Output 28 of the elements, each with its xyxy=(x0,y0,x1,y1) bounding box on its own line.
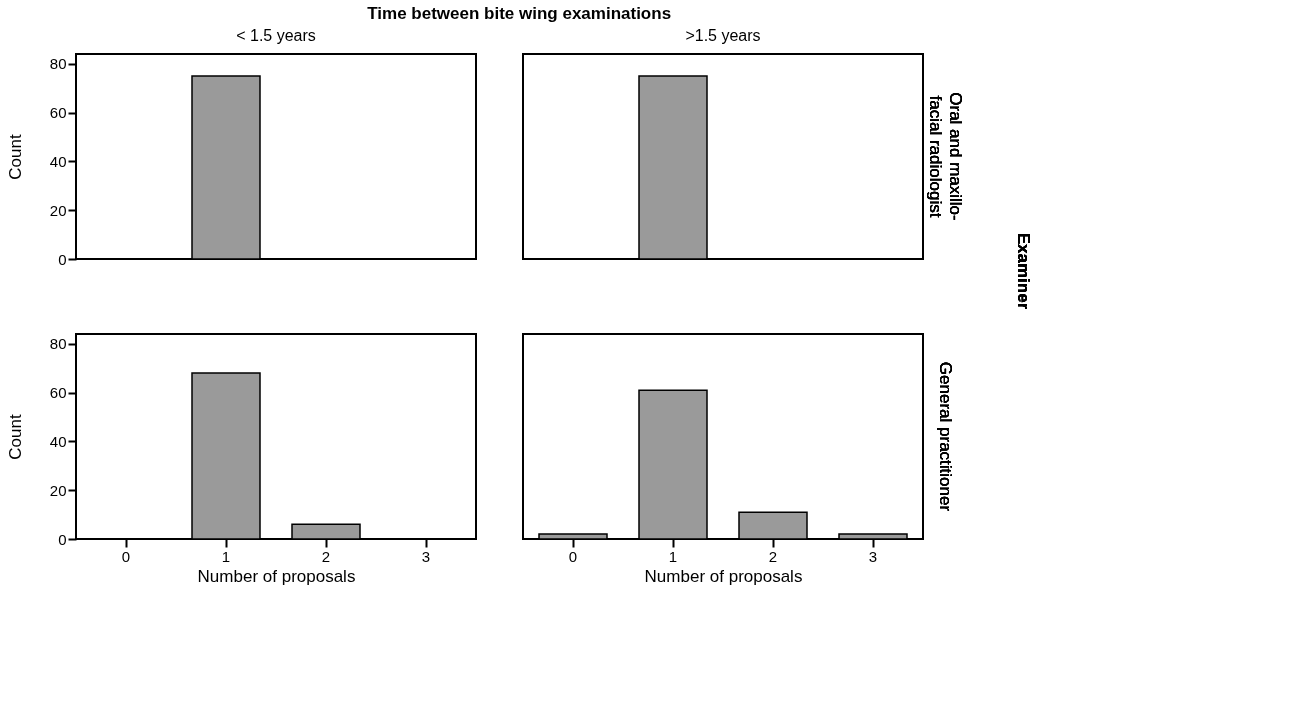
text: Examiner xyxy=(1014,232,1033,310)
y-tick-label: 80 xyxy=(49,335,67,353)
y-axis-title: Count xyxy=(5,134,25,180)
x-axis-title: Number of proposals xyxy=(644,566,803,586)
y-tick-label: 40 xyxy=(49,152,67,170)
y-tick-label: 20 xyxy=(49,201,67,219)
y-tick-label: 40 xyxy=(49,432,67,450)
x-tick-label: 1 xyxy=(221,547,231,565)
x-tick-label: 2 xyxy=(321,547,331,565)
x-tick-label: 3 xyxy=(421,547,431,565)
x-tick-label: 0 xyxy=(121,547,131,565)
text: Time between bite wing examinations xyxy=(367,4,672,23)
y-tick-label: 80 xyxy=(49,55,67,73)
x-axis-title: Number of proposals xyxy=(197,566,356,586)
y-axis-title: Count xyxy=(5,414,25,460)
x-tick-label: 3 xyxy=(868,547,878,565)
x-tick-label: 0 xyxy=(568,547,578,565)
y-tick-label: 60 xyxy=(49,384,67,402)
x-tick-label: 1 xyxy=(668,547,678,565)
y2-axis-title: General practitioner xyxy=(936,361,955,512)
x-tick-label: 2 xyxy=(768,547,778,565)
chart-title: >1.5 years xyxy=(685,27,761,44)
y2-axis-title: Oral and maxillo- facial radiologist xyxy=(926,92,965,221)
y-tick-label: 0 xyxy=(58,530,67,548)
chart-title: < 1.5 years xyxy=(236,27,316,44)
y-tick-label: 20 xyxy=(49,481,67,499)
y-tick-label: 0 xyxy=(58,250,67,268)
y-tick-label: 60 xyxy=(49,104,67,122)
